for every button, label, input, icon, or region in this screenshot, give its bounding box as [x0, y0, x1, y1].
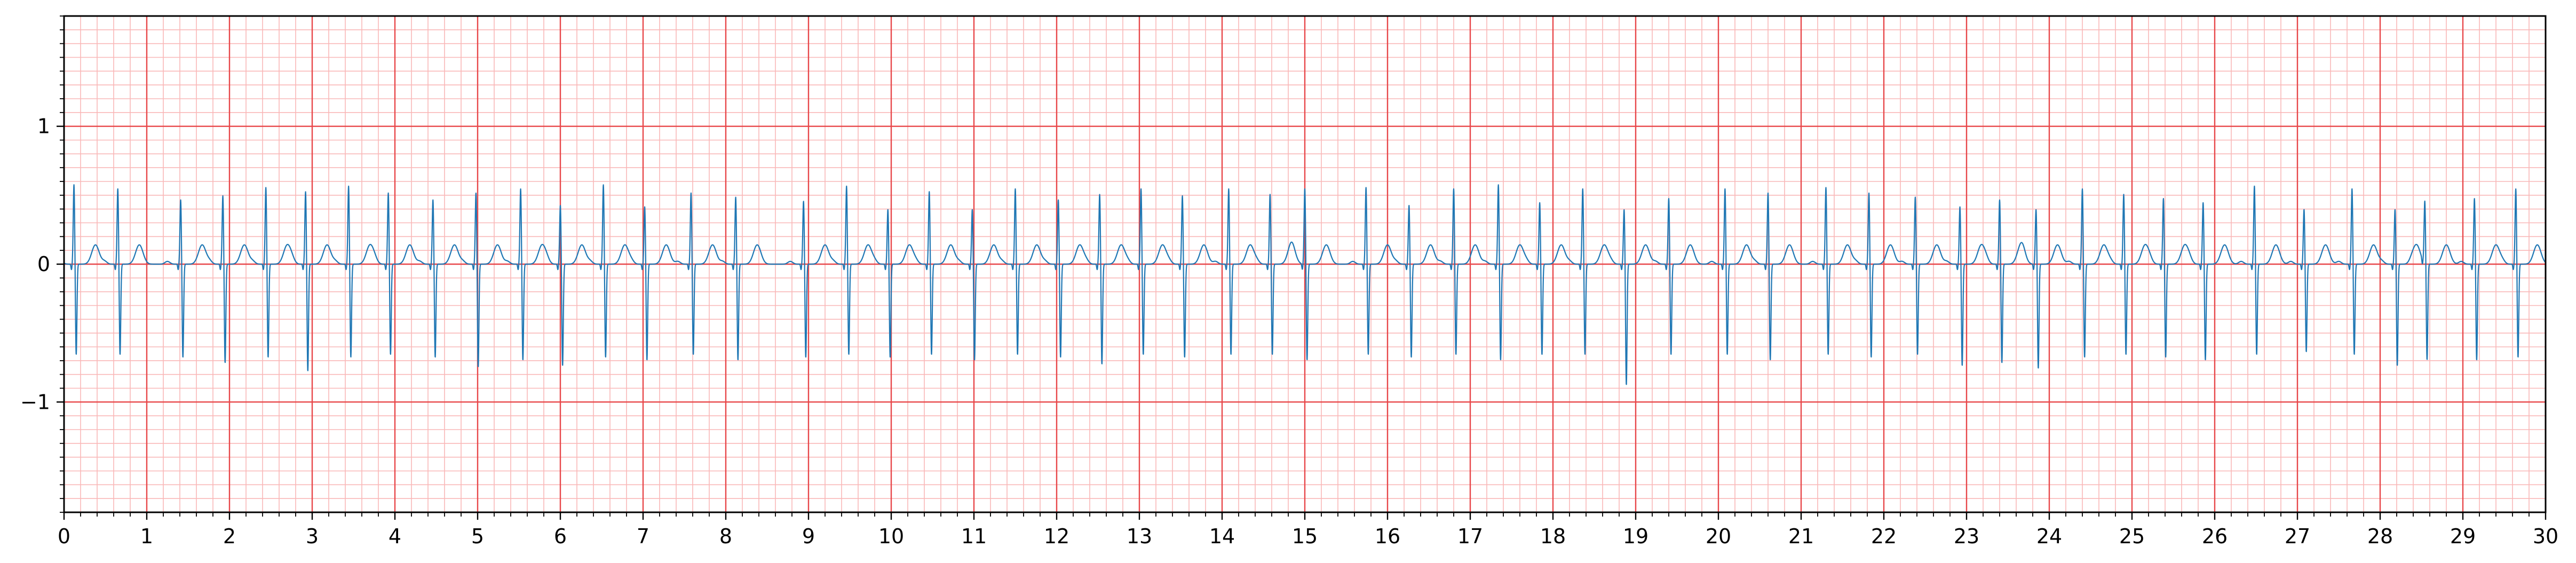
x-tick-label: 24: [2036, 525, 2062, 548]
x-tick-label: 23: [1954, 525, 1979, 548]
y-tick-label: −1: [20, 390, 50, 414]
x-tick-label: 10: [878, 525, 904, 548]
x-tick-label: 14: [1209, 525, 1235, 548]
y-tick-label: 1: [37, 115, 50, 138]
x-tick-label: 1: [140, 525, 153, 548]
x-tick-label: 0: [58, 525, 70, 548]
x-tick-label: 28: [2367, 525, 2393, 548]
x-tick-label: 22: [1871, 525, 1897, 548]
x-tick-label: 3: [306, 525, 319, 548]
x-tick-label: 9: [802, 525, 815, 548]
x-tick-label: 21: [1788, 525, 1814, 548]
x-tick-label: 7: [637, 525, 649, 548]
x-tick-label: 16: [1375, 525, 1400, 548]
x-tick-label: 27: [2285, 525, 2310, 548]
major-grid: [63, 16, 2547, 512]
ecg-trace: [63, 184, 2547, 385]
x-tick-label: 12: [1044, 525, 1069, 548]
x-tick-label: 13: [1127, 525, 1152, 548]
x-tick-label: 20: [1706, 525, 1731, 548]
x-tick-label: 30: [2533, 525, 2558, 548]
ecg-trace-line: [63, 184, 2547, 385]
x-tick-label: 19: [1623, 525, 1648, 548]
x-tick-label: 26: [2202, 525, 2228, 548]
x-tick-label: 5: [471, 525, 484, 548]
x-tick-label: 2: [223, 525, 236, 548]
x-tick-label: 17: [1457, 525, 1483, 548]
x-tick-label: 29: [2450, 525, 2476, 548]
x-tick-label: 18: [1540, 525, 1566, 548]
x-tick-labels: 0 1 2 3 4 5 6 7 8 9 10 11 12 13 14 15 16 17 18 19 20 21 22 23 24…: [58, 525, 2558, 548]
x-tick-label: 25: [2119, 525, 2145, 548]
x-tick-label: 8: [719, 525, 732, 548]
x-tick-label: 4: [389, 525, 401, 548]
x-tick-label: 11: [961, 525, 987, 548]
y-tick-labels: −1 0 1: [20, 115, 50, 414]
y-tick-label: 0: [37, 252, 50, 276]
x-tick-label: 15: [1292, 525, 1318, 548]
plot-frame: [63, 15, 2547, 513]
x-tick-label: 6: [554, 525, 567, 548]
